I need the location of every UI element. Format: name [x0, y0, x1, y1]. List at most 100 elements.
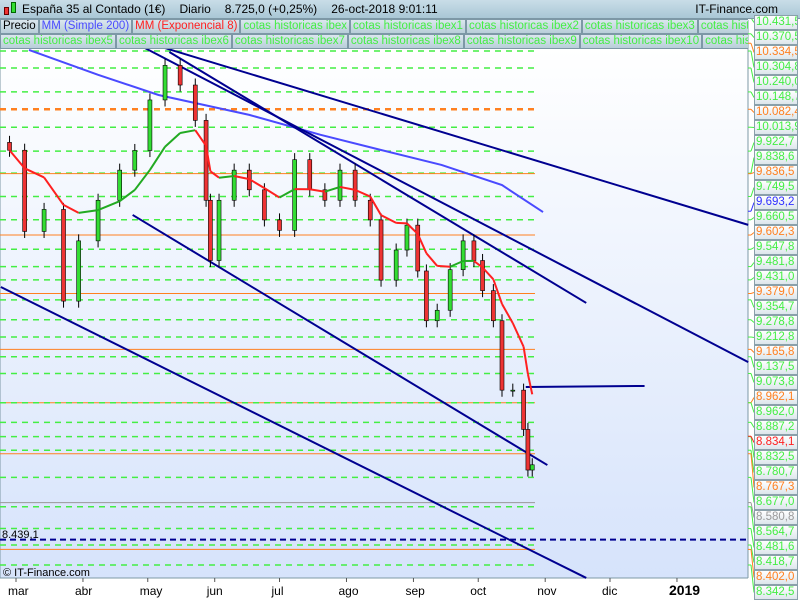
trendline — [525, 384, 645, 389]
brand: IT-Finance.com — [695, 2, 778, 16]
level-connector — [750, 262, 755, 267]
legend-tab[interactable]: cotas historicas ibex4 — [697, 19, 748, 34]
ema8-segment — [97, 200, 121, 212]
price-level-label: 9.749,5 — [754, 180, 798, 195]
candle — [471, 240, 477, 261]
ema8-segment — [449, 260, 464, 268]
level-connector — [750, 247, 755, 250]
x-tick-label: may — [139, 584, 163, 598]
price-level-label: 10.013,9 — [754, 120, 798, 135]
price-level-label: 9.836,5 — [754, 165, 798, 180]
candle — [415, 224, 421, 272]
legend-tab[interactable]: cotas historicas ibex1 — [349, 19, 466, 34]
ema8-segment — [481, 266, 495, 281]
ema8-segment — [248, 178, 265, 190]
legend-tab[interactable]: MM (Exponencial 8) — [132, 19, 241, 34]
price-level-label: 8.402,0 — [754, 570, 798, 585]
ema8-segment — [324, 185, 341, 193]
candle — [177, 65, 183, 86]
level-connector — [750, 43, 755, 53]
legend-tab[interactable]: Precio — [0, 19, 39, 34]
ema8-segment — [354, 188, 371, 198]
level-connector — [750, 67, 755, 83]
price-level-label: 8.564,7 — [754, 525, 798, 540]
ema8-segment — [492, 279, 503, 305]
last-price: 8.725,0 (+0,25%) — [224, 2, 318, 16]
price-level-label: 8.481,6 — [754, 540, 798, 555]
price-level-label: 9.379,0 — [754, 285, 798, 300]
price-level-label: 9.602,3 — [754, 225, 798, 240]
price-level-label: 8.780,7 — [754, 465, 798, 480]
legend-tab[interactable]: cotas historicas ibex — [240, 19, 350, 34]
legend-tab[interactable]: cotas historicas ibex8 — [347, 34, 464, 49]
price-level-label: 8.962,0 — [754, 405, 798, 420]
legend-tab[interactable]: cotas historicas ibex2 — [465, 19, 582, 34]
candle — [162, 65, 168, 101]
ema8-segment — [209, 170, 220, 179]
price-level-label: 9.137,5 — [754, 360, 798, 375]
ema8-segment — [501, 303, 514, 324]
level-connector — [750, 436, 755, 443]
level-connector — [750, 349, 755, 353]
level-connector — [750, 172, 755, 175]
candle — [434, 309, 440, 322]
candle — [510, 389, 516, 392]
legend-tab[interactable]: cotas historicas ibex3 — [581, 19, 698, 34]
price-level-label: 9.431,0 — [754, 270, 798, 285]
price-level-label: 10.082,4 — [754, 105, 798, 120]
ema8-segment — [205, 145, 212, 172]
sma200-line — [28, 48, 544, 213]
price-level-label: 8.580,8 — [754, 510, 798, 525]
level-connector — [750, 142, 755, 152]
price-level-label: 8.767,3 — [754, 480, 798, 495]
ema8-segment — [522, 346, 529, 375]
candle — [76, 240, 81, 302]
candle — [337, 169, 343, 201]
legend-tab[interactable]: cotas historicas ibex10 — [579, 34, 703, 49]
legend-tab[interactable]: cotas historicas ibex7 — [231, 34, 348, 49]
price-level-label: 8.887,2 — [754, 420, 798, 435]
trendline — [132, 214, 548, 466]
ema8-segment — [425, 252, 438, 267]
candle — [41, 209, 47, 232]
ema8-segment — [8, 149, 26, 169]
price-level-label: 9.693,2 — [754, 195, 798, 210]
ema8-segment — [526, 373, 534, 395]
datetime: 26-oct-2018 9:01:11 — [331, 2, 438, 16]
trendline — [138, 44, 749, 364]
level-connector — [750, 436, 755, 458]
candle — [393, 249, 399, 281]
candle — [499, 320, 505, 391]
candle — [231, 169, 237, 201]
price-level-label: 9.660,5 — [754, 210, 798, 225]
level-connector — [750, 217, 755, 221]
price-level-label: 8.677,0 — [754, 495, 798, 510]
x-tick-label: dic — [602, 584, 618, 598]
level-connector — [750, 506, 755, 533]
x-tick-label: jul — [271, 584, 284, 598]
candle — [307, 159, 313, 191]
ema8-segment — [511, 322, 525, 348]
ema8-segment — [24, 167, 45, 179]
ema8-segment — [43, 176, 65, 206]
level-connector — [750, 299, 755, 308]
price-level-label: 8.342,5 — [754, 585, 798, 600]
price-level-label: 8.418,7 — [754, 555, 798, 570]
ema8-segment — [119, 189, 136, 203]
x-tick-label: nov — [537, 584, 557, 598]
candle — [7, 142, 12, 151]
legend-tab[interactable]: MM (Simple 200) — [38, 19, 133, 34]
level-connector — [750, 157, 755, 174]
level-connector — [750, 477, 755, 503]
price-level-label: 9.278,8 — [754, 315, 798, 330]
legend-tab[interactable]: cotas historicas ibex5 — [0, 34, 116, 49]
level-connector — [750, 402, 755, 413]
legend-tab[interactable]: cotas historicas ibex6 — [115, 34, 232, 49]
legend-tab[interactable]: cotas historicas — [702, 34, 748, 49]
candle — [378, 219, 384, 281]
candle — [352, 169, 358, 201]
ema8-segment — [339, 185, 356, 191]
legend-tab[interactable]: cotas historicas ibex9 — [463, 34, 580, 49]
ema8-segment — [279, 188, 296, 199]
